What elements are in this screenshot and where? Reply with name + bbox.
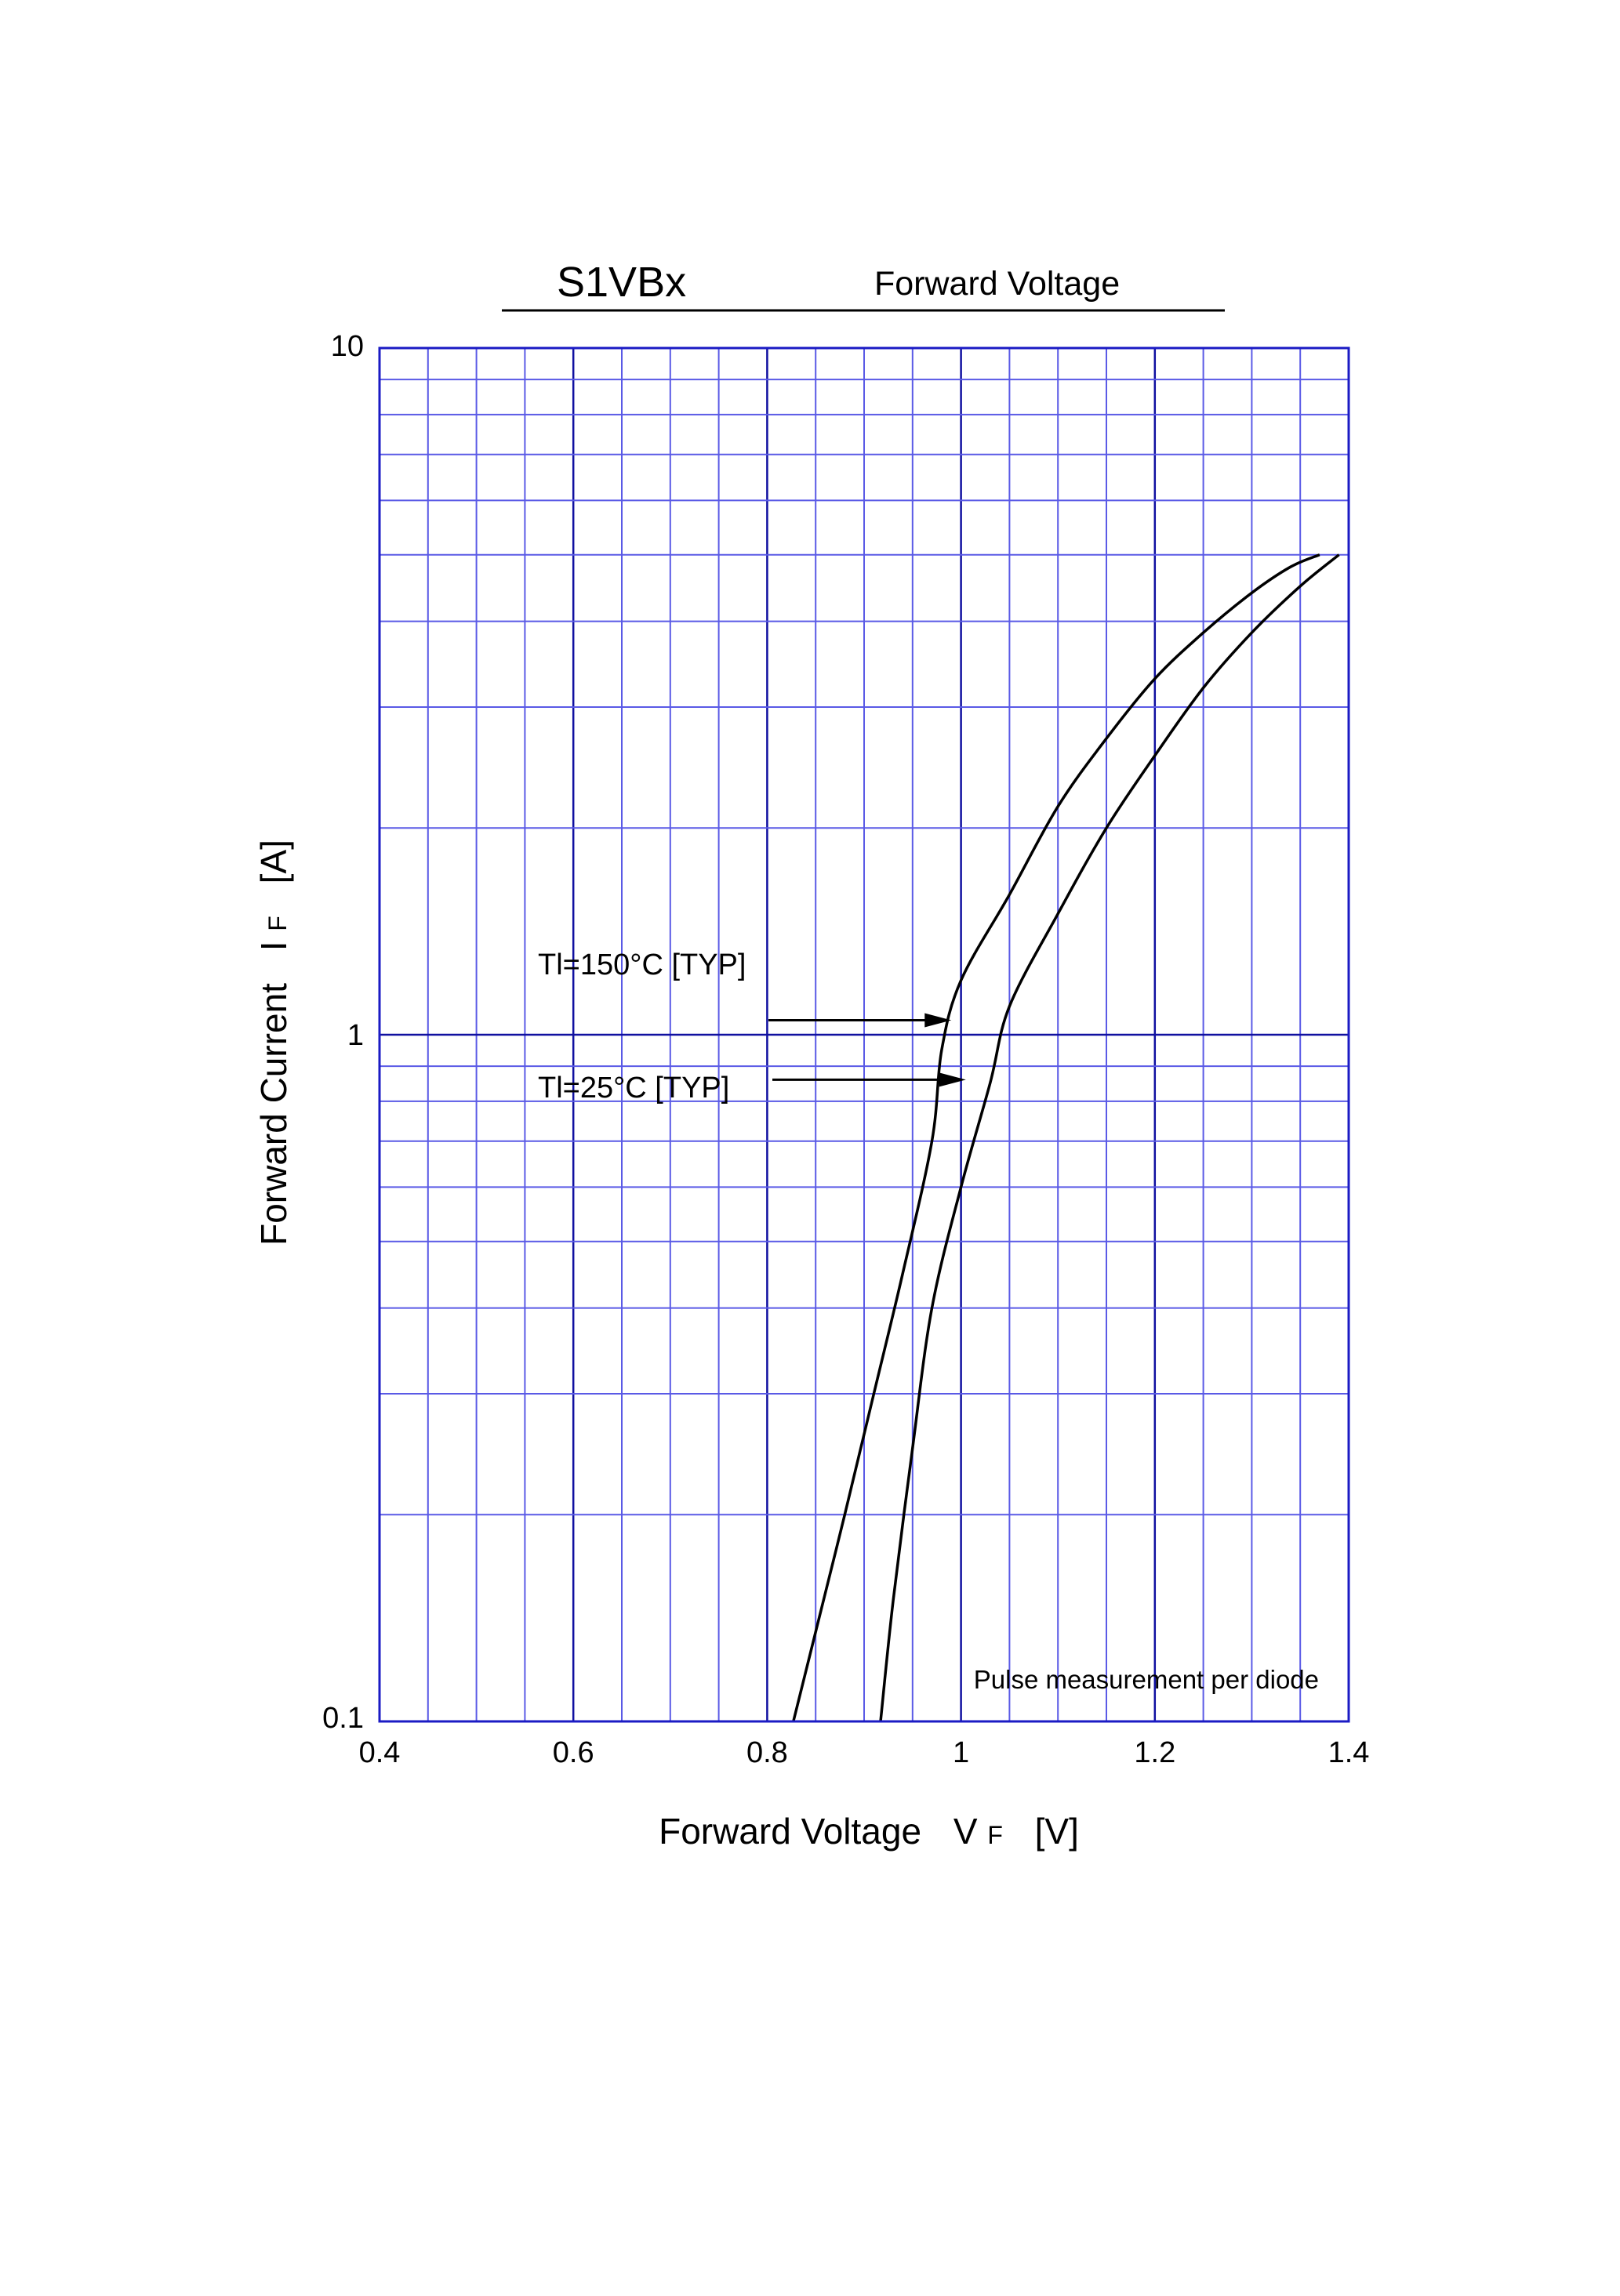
- annotation-150: Tl=150°C [TYP]: [538, 949, 952, 1028]
- title-chart-name: Forward Voltage: [874, 265, 1120, 303]
- title-part-number: S1VBx: [557, 259, 686, 306]
- x-axis-label: Forward Voltage: [659, 1811, 921, 1852]
- x-axis-symbol: V: [953, 1811, 978, 1852]
- y-axis-unit: [A]: [253, 840, 294, 883]
- x-tick-label: 0.6: [553, 1736, 594, 1769]
- grid: [380, 348, 1349, 1721]
- y-axis-title: Forward Current I F [A]: [253, 840, 294, 1246]
- annotation-pulse-note: Pulse measurement per diode: [974, 1665, 1319, 1694]
- annotation-150-label: Tl=150°C [TYP]: [538, 949, 746, 981]
- x-tick-label: 0.8: [746, 1736, 788, 1769]
- plot-frame: [378, 346, 1350, 1723]
- chart-title: S1VBx Forward Voltage: [502, 259, 1225, 312]
- annotation-25-label: Tl=25°C [TYP]: [538, 1072, 729, 1104]
- curve-tl-150c: [792, 553, 1320, 1722]
- x-tick-label: 0.4: [359, 1736, 401, 1769]
- annotation-25: Tl=25°C [TYP]: [538, 1072, 966, 1104]
- y-axis-symbol: I: [253, 941, 294, 951]
- y-axis-label: Forward Current: [253, 983, 294, 1246]
- y-tick-label: 10: [331, 330, 364, 363]
- x-axis-subscript: F: [987, 1821, 1003, 1849]
- annotation-150-arrowhead: [924, 1013, 952, 1028]
- x-axis-title: Forward Voltage V F [V]: [659, 1811, 1079, 1852]
- x-tick-label: 1: [953, 1736, 969, 1769]
- y-axis-subscript: F: [263, 916, 292, 931]
- curve-tl-25c: [879, 553, 1340, 1722]
- x-axis-unit: [V]: [1035, 1811, 1079, 1852]
- x-tick-label: 1.2: [1134, 1736, 1175, 1769]
- y-tick-label: 1: [347, 1019, 364, 1052]
- x-tick-label: 1.4: [1328, 1736, 1370, 1769]
- annotation-25-arrowhead: [939, 1072, 966, 1087]
- y-tick-label: 0.1: [322, 1702, 364, 1735]
- curves: [792, 553, 1340, 1722]
- tick-labels: 0.4 0.6 0.8 1 1.2 1.4 0.1 1 10: [322, 330, 1369, 1769]
